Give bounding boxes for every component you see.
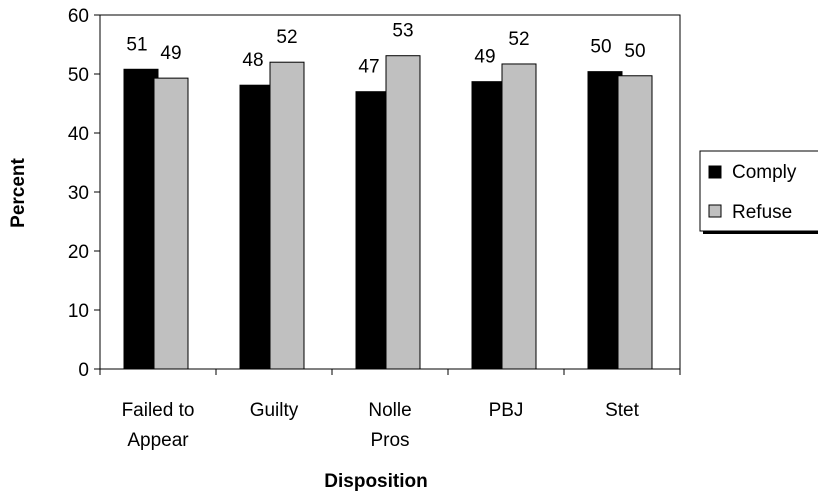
comply-data-label: 50: [590, 37, 611, 58]
y-tick-label: 40: [68, 124, 89, 145]
refuse-bar: [617, 75, 653, 370]
refuse-data-label: 49: [160, 43, 181, 64]
x-category-label: Pros: [370, 430, 409, 451]
refuse-data-label: 52: [276, 27, 297, 48]
refuse-bar: [385, 55, 421, 370]
x-category-label: Nolle: [368, 400, 411, 421]
refuse-data-label: 52: [508, 29, 529, 50]
y-tick-label: 60: [68, 6, 89, 27]
comply-data-label: 47: [358, 57, 379, 78]
y-tick-label: 20: [68, 242, 89, 263]
y-tick-label: 0: [78, 360, 89, 381]
legend-swatch-refuse: [708, 204, 722, 218]
y-tick-label: 30: [68, 183, 89, 204]
legend-label-comply: Comply: [732, 162, 797, 183]
y-tick-label: 50: [68, 65, 89, 86]
comply-bar: [123, 68, 159, 370]
x-category-label: PBJ: [489, 400, 524, 421]
legend: Comply Refuse: [699, 150, 818, 234]
legend-box: [699, 150, 818, 232]
comply-bar: [355, 91, 391, 370]
plot-area: 0 10 20 30 40 50 60 Failed to Appear 51 49 Guilty 48…: [68, 6, 681, 451]
comply-data-label: 49: [474, 47, 495, 68]
x-category-label: Guilty: [250, 400, 299, 421]
comply-bar: [471, 81, 507, 370]
refuse-bar: [501, 63, 537, 370]
x-category-label: Stet: [605, 400, 640, 421]
x-category-label: Appear: [127, 430, 189, 451]
x-axis-title: Disposition: [324, 471, 427, 492]
y-tick-label: 10: [68, 301, 89, 322]
y-axis-title: Percent: [8, 157, 29, 227]
x-category-label: Failed to: [122, 400, 195, 421]
refuse-bar: [269, 61, 305, 370]
legend-swatch-comply: [708, 165, 722, 179]
refuse-bar: [153, 77, 189, 370]
comply-data-label: 48: [242, 50, 263, 71]
refuse-data-label: 50: [624, 41, 645, 62]
refuse-data-label: 53: [392, 21, 413, 42]
legend-label-refuse: Refuse: [732, 202, 792, 223]
comply-data-label: 51: [126, 34, 147, 55]
comply-bar: [239, 84, 275, 370]
comply-bar: [587, 71, 623, 370]
